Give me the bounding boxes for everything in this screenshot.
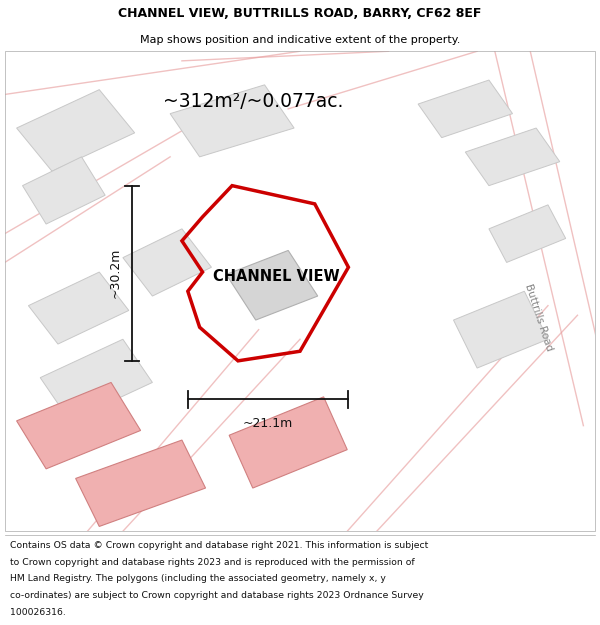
Text: ~21.1m: ~21.1m bbox=[243, 418, 293, 431]
Polygon shape bbox=[23, 157, 105, 224]
Polygon shape bbox=[76, 440, 206, 526]
Polygon shape bbox=[40, 339, 152, 421]
Polygon shape bbox=[17, 382, 140, 469]
Polygon shape bbox=[418, 80, 512, 138]
Text: Map shows position and indicative extent of the property.: Map shows position and indicative extent… bbox=[140, 35, 460, 45]
Text: to Crown copyright and database rights 2023 and is reproduced with the permissio: to Crown copyright and database rights 2… bbox=[10, 558, 415, 567]
Polygon shape bbox=[170, 85, 294, 157]
Text: 100026316.: 100026316. bbox=[10, 608, 66, 617]
Text: Buttrills Road: Buttrills Road bbox=[524, 282, 555, 352]
Polygon shape bbox=[454, 291, 548, 368]
Text: co-ordinates) are subject to Crown copyright and database rights 2023 Ordnance S: co-ordinates) are subject to Crown copyr… bbox=[10, 591, 424, 600]
Text: ~312m²/~0.077ac.: ~312m²/~0.077ac. bbox=[163, 92, 343, 111]
Polygon shape bbox=[17, 89, 134, 171]
Polygon shape bbox=[226, 251, 318, 320]
Polygon shape bbox=[489, 205, 566, 262]
Text: Contains OS data © Crown copyright and database right 2021. This information is : Contains OS data © Crown copyright and d… bbox=[10, 541, 428, 550]
Polygon shape bbox=[28, 272, 129, 344]
Text: CHANNEL VIEW: CHANNEL VIEW bbox=[213, 269, 340, 284]
Polygon shape bbox=[229, 397, 347, 488]
Text: ~30.2m: ~30.2m bbox=[109, 248, 122, 298]
Text: HM Land Registry. The polygons (including the associated geometry, namely x, y: HM Land Registry. The polygons (includin… bbox=[10, 574, 386, 584]
Text: CHANNEL VIEW, BUTTRILLS ROAD, BARRY, CF62 8EF: CHANNEL VIEW, BUTTRILLS ROAD, BARRY, CF6… bbox=[118, 8, 482, 21]
Polygon shape bbox=[123, 229, 211, 296]
Polygon shape bbox=[466, 128, 560, 186]
